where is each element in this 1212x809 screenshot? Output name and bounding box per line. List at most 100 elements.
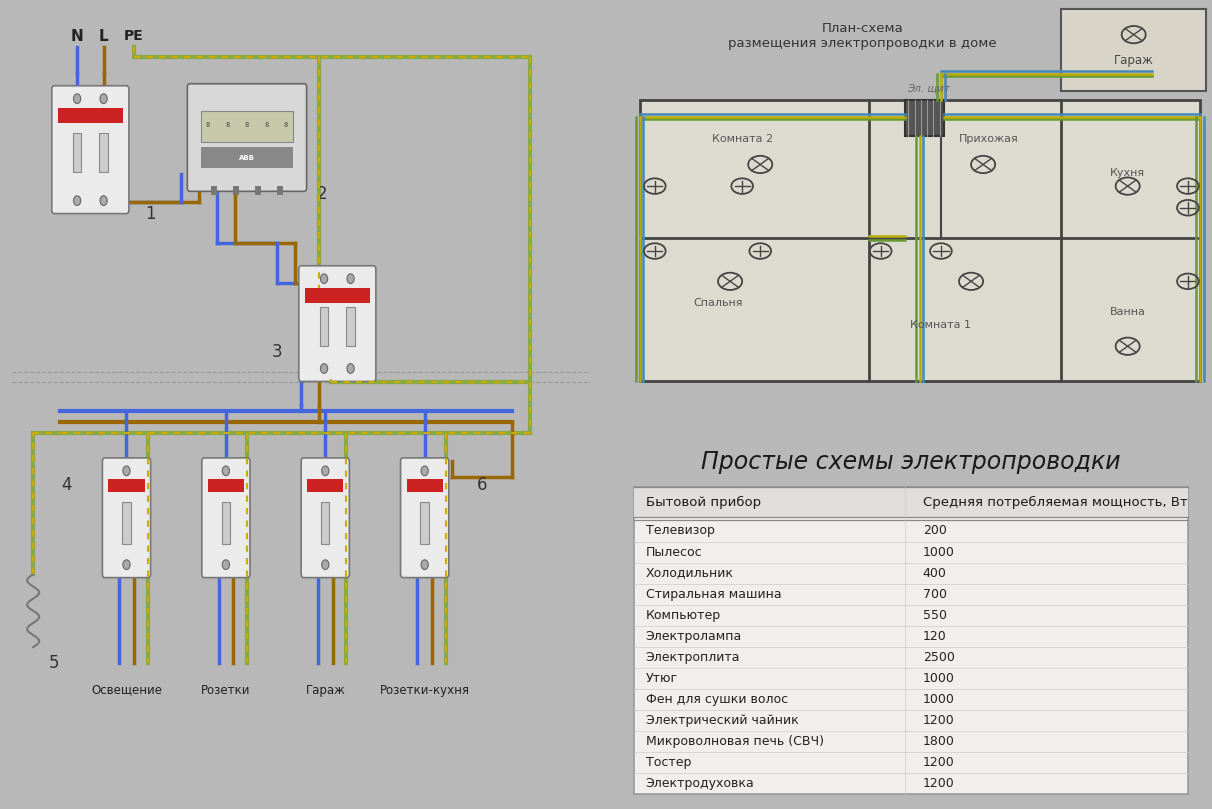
Text: АВВ: АВВ <box>239 155 255 161</box>
Text: Холодильник: Холодильник <box>646 566 733 579</box>
Bar <box>233 187 239 195</box>
Text: 8: 8 <box>206 122 210 129</box>
Bar <box>634 487 1188 517</box>
Bar <box>421 502 429 544</box>
Text: 8: 8 <box>284 122 288 129</box>
FancyBboxPatch shape <box>52 86 128 214</box>
Text: Гараж: Гараж <box>1114 54 1154 67</box>
Text: Электролампа: Электролампа <box>646 629 742 642</box>
Circle shape <box>74 94 81 104</box>
Text: 200: 200 <box>922 524 947 537</box>
FancyBboxPatch shape <box>299 265 376 382</box>
Bar <box>122 502 131 544</box>
Text: 1200: 1200 <box>922 756 955 769</box>
Text: Эл. щит: Эл. щит <box>908 83 950 93</box>
Text: Комната 1: Комната 1 <box>910 320 972 329</box>
Bar <box>905 100 944 137</box>
Bar <box>222 502 230 544</box>
Text: L: L <box>99 29 108 44</box>
Bar <box>320 307 328 346</box>
Text: 6: 6 <box>476 477 487 494</box>
Text: Розетки: Розетки <box>201 684 251 697</box>
Circle shape <box>122 560 130 570</box>
Text: Стиральная машина: Стиральная машина <box>646 587 782 600</box>
FancyBboxPatch shape <box>102 458 150 578</box>
Text: 8: 8 <box>225 122 229 129</box>
Text: Простые схемы электропроводки: Простые схемы электропроводки <box>701 450 1121 474</box>
Circle shape <box>122 466 130 476</box>
Text: 2: 2 <box>318 185 327 203</box>
Text: 1000: 1000 <box>922 671 955 684</box>
Bar <box>406 479 442 492</box>
Circle shape <box>320 364 327 374</box>
Text: Прихожая: Прихожая <box>959 133 1019 143</box>
Text: Электродуховка: Электродуховка <box>646 777 755 790</box>
Text: 1000: 1000 <box>922 545 955 558</box>
Bar <box>108 479 144 492</box>
Text: Компьютер: Компьютер <box>646 608 721 621</box>
Circle shape <box>320 273 327 284</box>
Text: 4: 4 <box>61 477 72 494</box>
Text: 1200: 1200 <box>922 777 955 790</box>
Text: PE: PE <box>124 29 143 44</box>
Text: Телевизор: Телевизор <box>646 524 715 537</box>
Circle shape <box>74 196 81 205</box>
Bar <box>201 111 293 142</box>
Text: Электрический чайник: Электрический чайник <box>646 714 799 726</box>
Circle shape <box>321 466 328 476</box>
Bar <box>1062 9 1206 91</box>
Text: 1: 1 <box>145 205 156 223</box>
Text: 8: 8 <box>245 122 250 129</box>
Bar <box>640 100 1200 381</box>
Bar <box>207 479 244 492</box>
Circle shape <box>222 560 229 570</box>
Text: Освещение: Освещение <box>91 684 162 697</box>
Text: 400: 400 <box>922 566 947 579</box>
Text: 5: 5 <box>48 654 59 672</box>
Bar <box>73 133 81 172</box>
Text: Ванна: Ванна <box>1110 307 1145 316</box>
Text: 120: 120 <box>922 629 947 642</box>
Bar <box>201 147 293 168</box>
Text: Электроплита: Электроплита <box>646 650 741 663</box>
Text: N: N <box>70 29 84 44</box>
Text: Комната 2: Комната 2 <box>711 133 773 143</box>
Text: 700: 700 <box>922 587 947 600</box>
Text: 8: 8 <box>264 122 269 129</box>
Bar <box>321 502 330 544</box>
Text: 2500: 2500 <box>922 650 955 663</box>
Circle shape <box>222 466 229 476</box>
Bar <box>304 289 370 303</box>
Bar <box>634 487 1188 794</box>
Text: 1200: 1200 <box>922 714 955 726</box>
Circle shape <box>421 466 428 476</box>
Text: Микроволновая печь (СВЧ): Микроволновая печь (СВЧ) <box>646 735 824 748</box>
Bar <box>58 108 122 123</box>
Text: 550: 550 <box>922 608 947 621</box>
Circle shape <box>347 273 354 284</box>
Bar <box>99 133 108 172</box>
Text: Кухня: Кухня <box>1110 168 1145 178</box>
Text: 1000: 1000 <box>922 693 955 705</box>
Text: 1800: 1800 <box>922 735 955 748</box>
Text: Утюг: Утюг <box>646 671 678 684</box>
Text: Спальня: Спальня <box>693 298 743 308</box>
Circle shape <box>347 364 354 374</box>
Text: Фен для сушки волос: Фен для сушки волос <box>646 693 788 705</box>
Circle shape <box>321 560 328 570</box>
Text: Пылесос: Пылесос <box>646 545 703 558</box>
Bar <box>347 307 355 346</box>
FancyBboxPatch shape <box>201 458 250 578</box>
FancyBboxPatch shape <box>188 84 307 191</box>
Text: Тостер: Тостер <box>646 756 691 769</box>
Text: Средняя потребляемая мощность, Вт: Средняя потребляемая мощность, Вт <box>922 495 1188 509</box>
Bar <box>211 187 217 195</box>
Text: Бытовой прибор: Бытовой прибор <box>646 495 761 509</box>
Bar <box>278 187 284 195</box>
Bar <box>255 187 261 195</box>
Circle shape <box>101 94 107 104</box>
Text: План-схема
размещения электропроводки в доме: План-схема размещения электропроводки в … <box>728 22 997 49</box>
Circle shape <box>101 196 107 205</box>
FancyBboxPatch shape <box>302 458 349 578</box>
FancyBboxPatch shape <box>401 458 448 578</box>
